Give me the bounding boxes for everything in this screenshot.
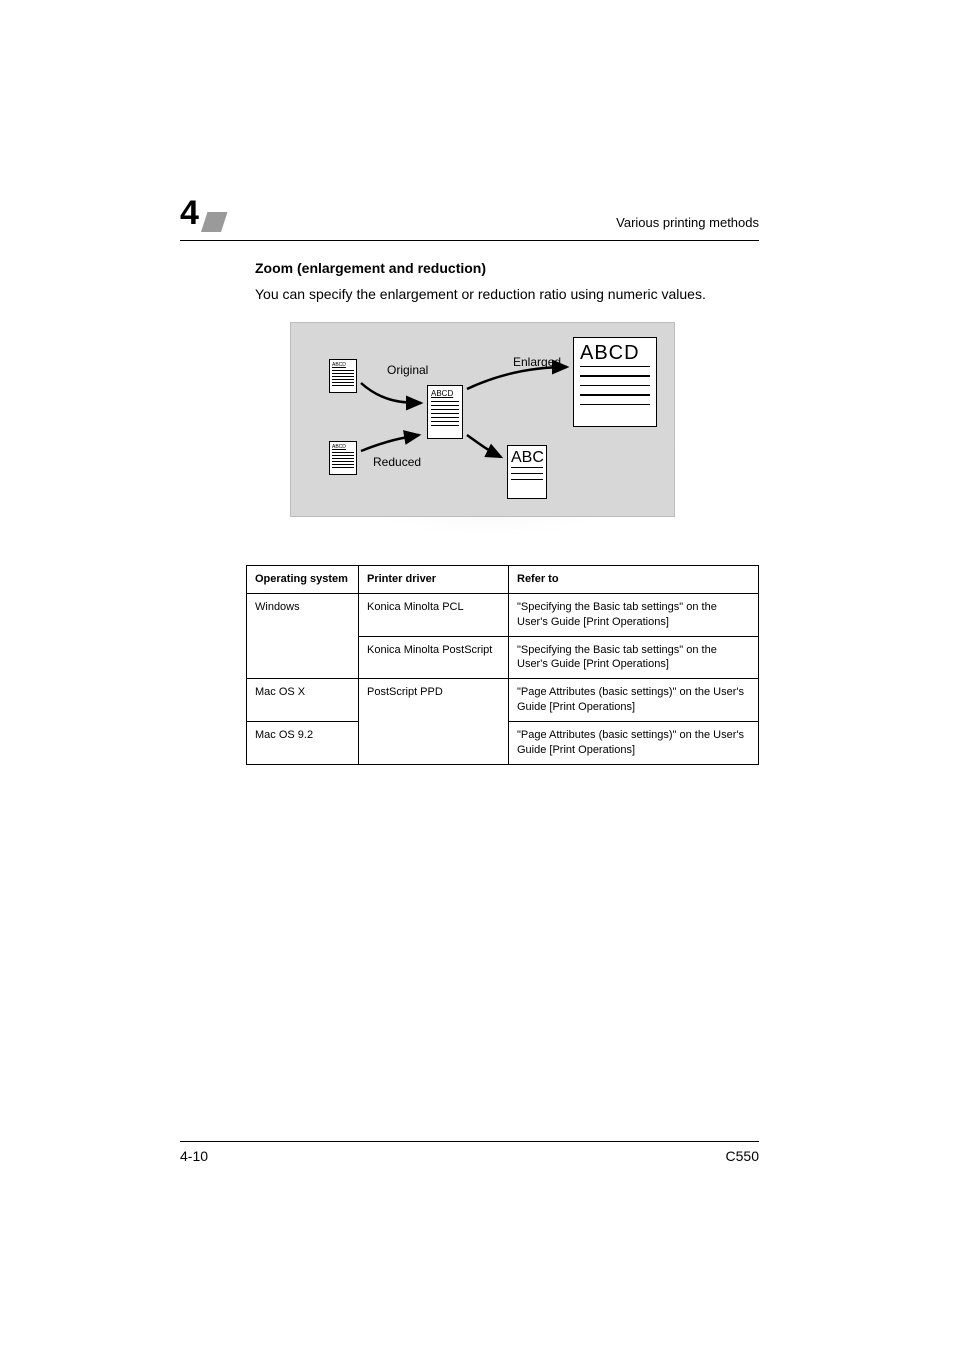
zoom-diagram: ABCD ABCD ABCD [290,322,675,517]
table-cell-os: Mac OS 9.2 [247,721,359,764]
table-cell-driver: PostScript PPD [359,679,509,764]
chapter-number: 4 [180,196,199,234]
table-row: Windows Konica Minolta PCL "Specifying t… [247,593,759,636]
chapter-number-wrap: 4 [180,196,221,234]
zoom-diagram-container: ABCD ABCD ABCD [290,322,675,532]
footer-page-number: 4-10 [180,1148,208,1164]
driver-reference-table: Operating system Printer driver Refer to… [246,565,759,765]
page: 4 Various printing methods Zoom (enlarge… [0,0,954,1350]
doc-tiny-top: ABCD [329,359,357,393]
doc-enlarged-text: ABCD [580,342,650,367]
table-cell-driver: Konica Minolta PCL [359,593,509,636]
doc-reduced-text: ABC [511,449,543,468]
page-footer: 4-10 C550 [180,1141,759,1164]
doc-reduced: ABC [507,445,547,499]
section-intro: You can specify the enlargement or reduc… [255,286,759,302]
chapter-tab-decoration [201,212,227,232]
doc-tiny-text-2: ABCD [332,444,354,450]
table-row: Mac OS X PostScript PPD "Page Attributes… [247,679,759,722]
table-cell-refer: "Page Attributes (basic settings)" on th… [509,721,759,764]
doc-enlarged: ABCD [573,337,657,427]
running-title: Various printing methods [616,215,759,234]
doc-original: ABCD [427,385,463,439]
table-cell-os: Mac OS X [247,679,359,722]
page-header: 4 Various printing methods [180,196,759,241]
doc-tiny-text: ABCD [332,362,354,368]
doc-tiny-bottom: ABCD [329,441,357,475]
table-header-refer: Refer to [509,566,759,594]
table-cell-refer: "Specifying the Basic tab settings" on t… [509,593,759,636]
table-cell-os: Windows [247,593,359,678]
label-enlarged: Enlarged [513,355,561,369]
section-title: Zoom (enlargement and reduction) [255,260,486,276]
table-cell-refer: "Specifying the Basic tab settings" on t… [509,636,759,679]
table-header-os: Operating system [247,566,359,594]
footer-model: C550 [726,1148,759,1164]
doc-original-text: ABCD [431,389,459,398]
table-header-row: Operating system Printer driver Refer to [247,566,759,594]
table-header-driver: Printer driver [359,566,509,594]
table-cell-refer: "Page Attributes (basic settings)" on th… [509,679,759,722]
table-cell-driver: Konica Minolta PostScript [359,636,509,679]
label-reduced: Reduced [373,455,421,469]
label-original: Original [387,363,428,377]
